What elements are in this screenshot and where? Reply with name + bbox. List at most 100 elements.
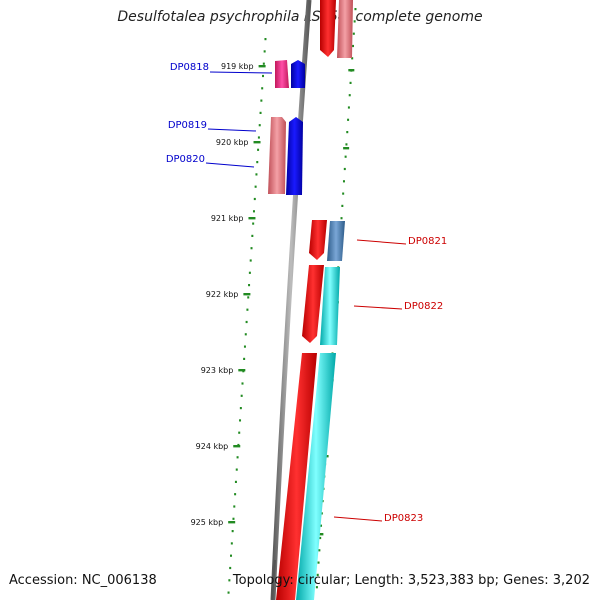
gene-label-dp0823[interactable]: DP0823 bbox=[384, 513, 423, 524]
scale-dot bbox=[258, 124, 261, 127]
scale-track-dots bbox=[227, 38, 267, 594]
gene-label-dp0818[interactable]: DP0818 bbox=[170, 62, 209, 73]
scale-dot bbox=[263, 50, 266, 53]
callout-line-dp0819 bbox=[207, 128, 257, 132]
scale-dot bbox=[240, 394, 243, 397]
scale-dot bbox=[319, 536, 322, 540]
scale-dot bbox=[236, 456, 239, 459]
callout-line-dp0822 bbox=[353, 305, 403, 310]
scale-dot bbox=[239, 419, 242, 422]
scale-tick-label: 921 kbp bbox=[211, 214, 244, 223]
scale-dot bbox=[346, 131, 349, 134]
accession-text: Accession: NC_006138 bbox=[9, 573, 157, 588]
topology-text: Topology: circular; Length: 3,523,383 bp… bbox=[232, 573, 590, 588]
scale-dot bbox=[320, 512, 323, 515]
scale-dot bbox=[230, 554, 233, 557]
backbone-shadow bbox=[271, 559, 276, 600]
scale-dot bbox=[244, 333, 247, 336]
scale-dot bbox=[349, 81, 352, 84]
scale-dot bbox=[253, 197, 256, 201]
gene-callouts: DP0818 DP0819 DP0820 DP0821 DP0822 DP0823 bbox=[166, 62, 447, 524]
scale-dot bbox=[344, 155, 347, 158]
scale-tick-label: 922 kbp bbox=[206, 290, 239, 299]
gene-label-dp0821[interactable]: DP0821 bbox=[408, 236, 447, 247]
gene-segment-dp0819[interactable] bbox=[268, 117, 286, 194]
scale-dot bbox=[342, 192, 345, 195]
gene-segment-dp0822-b[interactable] bbox=[320, 267, 340, 345]
scale-dot bbox=[315, 586, 318, 589]
scale-dot bbox=[243, 357, 246, 360]
scale-dot bbox=[238, 431, 241, 434]
gene-segment-dp0821-a[interactable] bbox=[309, 220, 327, 260]
scale-ticks: 919 kbp 920 kbp 921 kbp 922 kbp 923 kbp 924 k… bbox=[191, 62, 266, 527]
scale-dot bbox=[232, 517, 235, 520]
scale-dot bbox=[254, 185, 257, 188]
genome-title: Desulfotalea psychrophila LSv54, complet… bbox=[117, 9, 483, 25]
gene-label-dp0822[interactable]: DP0822 bbox=[404, 301, 443, 312]
scale-tick-mark bbox=[228, 521, 236, 524]
gene-segment-top-salmon[interactable] bbox=[337, 0, 353, 58]
scale-dot bbox=[260, 99, 263, 102]
callout-line-dp0818 bbox=[209, 71, 273, 74]
scale-dot bbox=[343, 167, 346, 171]
scale-dot bbox=[354, 8, 357, 11]
scale-tick-mark bbox=[248, 217, 256, 220]
scale-dot bbox=[247, 296, 250, 299]
reverse-track-tick bbox=[317, 533, 324, 536]
scale-dot bbox=[255, 173, 258, 176]
scale-dot bbox=[341, 204, 344, 207]
scale-dot bbox=[234, 493, 237, 496]
scale-dot bbox=[264, 38, 267, 41]
gene-segment-dp0822-a[interactable] bbox=[302, 265, 324, 343]
scale-tick-label: 923 kbp bbox=[201, 366, 234, 375]
scale-dot bbox=[347, 118, 350, 121]
gene-segment-dp0820[interactable] bbox=[286, 117, 303, 195]
scale-dot bbox=[227, 591, 230, 594]
scale-dot bbox=[257, 148, 260, 151]
scale-dot bbox=[252, 210, 255, 213]
scale-dot bbox=[248, 284, 251, 287]
scale-dot bbox=[318, 549, 321, 552]
gene-segment-top-red[interactable] bbox=[320, 0, 336, 57]
scale-dot bbox=[248, 271, 251, 274]
scale-dot bbox=[231, 530, 234, 533]
scale-dot bbox=[229, 566, 232, 570]
scale-dot bbox=[351, 57, 354, 60]
scale-tick-label: 920 kbp bbox=[216, 138, 249, 147]
scale-dot bbox=[342, 180, 345, 183]
scale-dot bbox=[243, 345, 246, 348]
scale-dot bbox=[246, 308, 249, 311]
scale-dot bbox=[352, 32, 355, 35]
gene-label-dp0819[interactable]: DP0819 bbox=[168, 120, 207, 131]
gene-segment-dp0818-a[interactable] bbox=[275, 60, 289, 88]
scale-dot bbox=[320, 524, 323, 527]
scale-dot bbox=[257, 136, 260, 139]
scale-tick-mark bbox=[238, 369, 246, 372]
callout-line-dp0820 bbox=[205, 162, 255, 168]
scale-dot bbox=[317, 561, 320, 564]
scale-dot bbox=[251, 234, 254, 237]
gene-segment-dp0823-a[interactable] bbox=[276, 353, 317, 600]
scale-dot bbox=[348, 94, 351, 97]
gene-segment-dp0818-b[interactable] bbox=[291, 60, 305, 88]
gene-segment-dp0821-b[interactable] bbox=[327, 221, 345, 261]
scale-dot bbox=[353, 20, 356, 23]
scale-dot bbox=[352, 44, 355, 48]
scale-dot bbox=[316, 573, 319, 576]
scale-tick-mark bbox=[253, 141, 261, 144]
scale-tick-label: 924 kbp bbox=[196, 442, 229, 451]
scale-dot bbox=[262, 74, 265, 78]
gene-segment-dp0823-b[interactable] bbox=[296, 353, 336, 600]
scale-dot bbox=[230, 542, 233, 545]
gene-label-dp0820[interactable]: DP0820 bbox=[166, 154, 205, 165]
scale-dot bbox=[245, 320, 248, 324]
scale-dot bbox=[252, 222, 255, 225]
scale-dot bbox=[241, 382, 244, 385]
scale-dot bbox=[239, 407, 242, 410]
scale-dot bbox=[235, 468, 238, 471]
scale-dot bbox=[340, 217, 343, 220]
scale-dot bbox=[249, 259, 252, 262]
scale-tick-mark bbox=[233, 445, 241, 448]
callout-line-dp0823 bbox=[333, 516, 383, 522]
